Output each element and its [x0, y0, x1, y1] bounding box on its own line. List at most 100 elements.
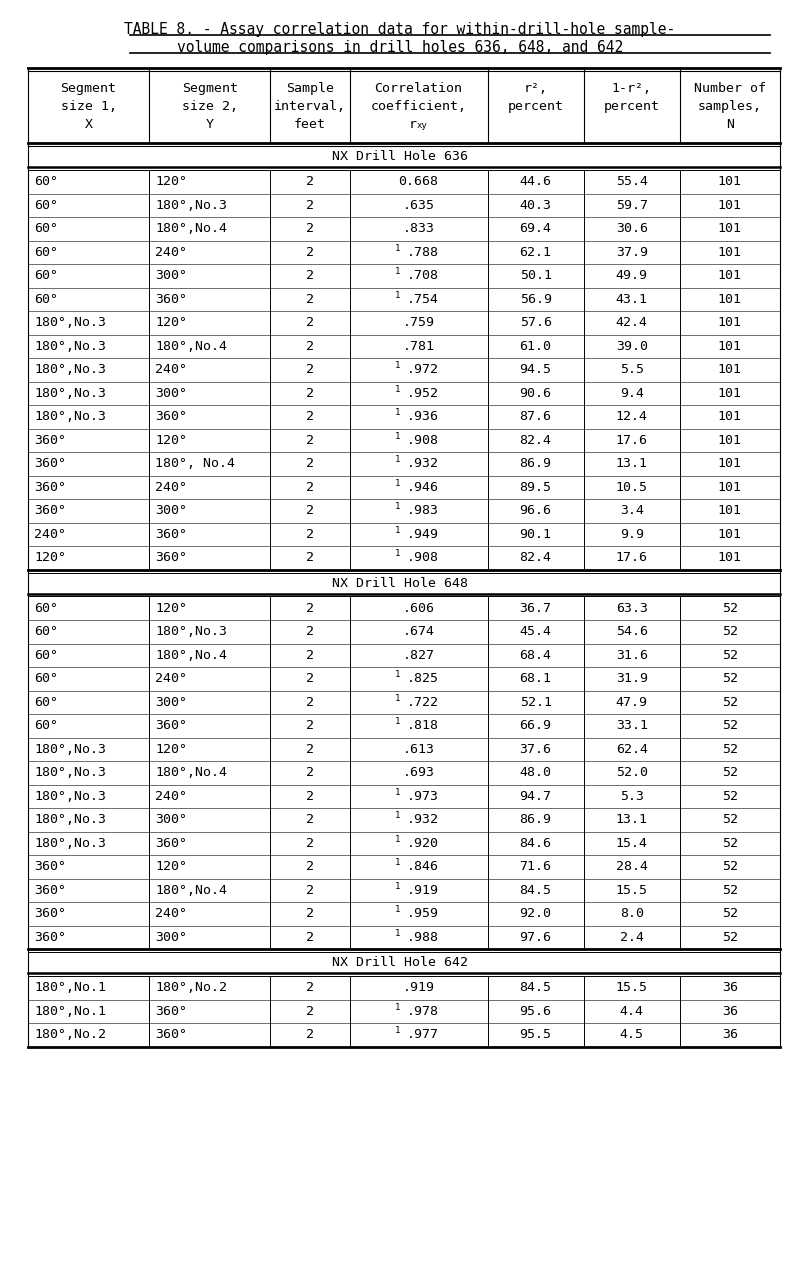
Text: 180°,No.3: 180°,No.3 [155, 625, 227, 638]
Text: .949: .949 [406, 527, 438, 540]
Text: 2: 2 [306, 458, 314, 471]
Text: 60°: 60° [34, 648, 58, 662]
Point [579, 612, 589, 628]
Text: 52: 52 [722, 813, 738, 826]
Text: .959: .959 [406, 907, 438, 921]
Point [266, 468, 275, 484]
Point [482, 421, 492, 436]
Point [675, 871, 685, 886]
Point [144, 847, 154, 863]
Text: 60°: 60° [34, 602, 58, 615]
Text: 101: 101 [718, 199, 742, 212]
Text: 2: 2 [306, 696, 314, 709]
Text: 240°: 240° [155, 673, 187, 685]
Text: 2: 2 [306, 837, 314, 850]
Point [266, 539, 275, 554]
Point [23, 60, 33, 76]
Text: 101: 101 [718, 504, 742, 517]
Text: 1: 1 [395, 928, 401, 937]
Text: Segment: Segment [182, 82, 238, 95]
Text: .919: .919 [406, 883, 438, 896]
Point [345, 233, 354, 248]
Text: 180°,No.1: 180°,No.1 [34, 1004, 106, 1017]
Point [144, 612, 154, 628]
Text: 1: 1 [395, 385, 401, 394]
Text: 180°,No.1: 180°,No.1 [34, 981, 106, 994]
Text: .978: .978 [406, 1004, 438, 1017]
Point [675, 660, 685, 675]
Text: .722: .722 [406, 696, 438, 709]
Text: 43.1: 43.1 [616, 293, 648, 306]
Text: 1: 1 [395, 858, 401, 867]
Point [144, 280, 154, 296]
Point [266, 800, 275, 815]
Point [482, 941, 492, 957]
Point [675, 660, 685, 675]
Point [675, 847, 685, 863]
Text: 360°: 360° [34, 481, 66, 494]
Text: 300°: 300° [155, 504, 187, 517]
Point [482, 918, 492, 934]
Point [482, 660, 492, 675]
Text: 2: 2 [306, 673, 314, 685]
Text: 1: 1 [395, 361, 401, 370]
Point [144, 1015, 154, 1030]
Point [144, 421, 154, 436]
Point [675, 350, 685, 365]
Text: 2: 2 [306, 481, 314, 494]
Text: r²,: r², [523, 82, 547, 95]
Text: .919: .919 [402, 981, 434, 994]
Text: 12.4: 12.4 [616, 410, 648, 423]
Text: 87.6: 87.6 [519, 410, 551, 423]
Point [482, 729, 492, 745]
Text: 2: 2 [306, 883, 314, 896]
Point [345, 754, 354, 769]
Text: 1: 1 [395, 1026, 401, 1035]
Text: 36: 36 [722, 1004, 738, 1017]
Point [345, 421, 354, 436]
Point [482, 871, 492, 886]
Text: .708: .708 [406, 269, 438, 282]
Point [144, 871, 154, 886]
Point [345, 824, 354, 840]
Text: 240°: 240° [155, 907, 187, 921]
Text: 1: 1 [395, 244, 401, 253]
Point [345, 233, 354, 248]
Text: 2: 2 [306, 387, 314, 400]
Point [675, 350, 685, 365]
Point [579, 468, 589, 484]
Point [675, 280, 685, 296]
Point [345, 303, 354, 319]
Text: 240°: 240° [155, 790, 187, 802]
Point [675, 185, 685, 201]
Text: 360°: 360° [155, 527, 187, 540]
Text: 90.1: 90.1 [519, 527, 551, 540]
Point [345, 185, 354, 201]
Text: .908: .908 [406, 552, 438, 565]
Point [675, 800, 685, 815]
Text: 1: 1 [395, 549, 401, 558]
Point [579, 185, 589, 201]
Text: 94.7: 94.7 [519, 790, 551, 802]
Point [482, 350, 492, 365]
Point [266, 135, 275, 150]
Point [266, 327, 275, 342]
Point [345, 162, 354, 177]
Point [144, 350, 154, 365]
Text: 2: 2 [306, 602, 314, 615]
Point [266, 397, 275, 413]
Point [144, 847, 154, 863]
Text: 101: 101 [718, 340, 742, 352]
Point [579, 992, 589, 1007]
Text: 360°: 360° [34, 504, 66, 517]
Point [675, 256, 685, 271]
Point [345, 800, 354, 815]
Text: 1: 1 [395, 693, 401, 702]
Point [144, 1039, 154, 1055]
Text: 180°,No.3: 180°,No.3 [155, 199, 227, 212]
Point [266, 894, 275, 909]
Point [266, 185, 275, 201]
Point [144, 444, 154, 459]
Point [482, 612, 492, 628]
Point [579, 824, 589, 840]
